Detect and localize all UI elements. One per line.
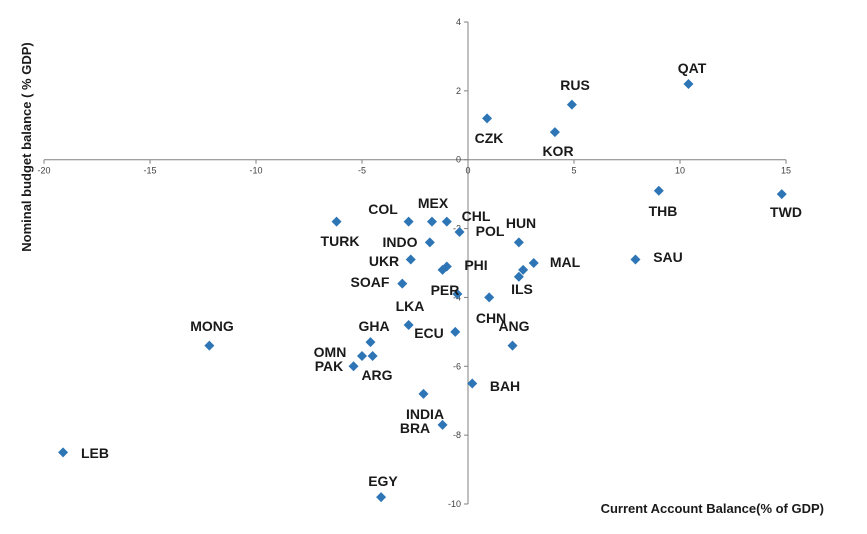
data-point (405, 254, 416, 265)
data-point (454, 227, 465, 238)
point-label: LKA (396, 298, 425, 314)
point-label: COL (368, 201, 398, 217)
data-point (365, 337, 376, 348)
point-label: UKR (369, 253, 399, 269)
point-label: ANG (498, 318, 529, 334)
data-point (331, 216, 342, 227)
data-point (513, 237, 524, 248)
x-tick-label: 5 (571, 166, 576, 176)
point-label: OMN (314, 344, 347, 360)
data-point (467, 378, 478, 389)
y-tick-label: 4 (456, 17, 461, 27)
point-label: MONG (190, 318, 234, 334)
point-label: BAH (490, 378, 520, 394)
point-label: INDO (383, 234, 418, 250)
point-label: POL (476, 223, 505, 239)
data-point (507, 340, 518, 351)
x-tick-label: -5 (358, 166, 366, 176)
point-label: MEX (418, 195, 449, 211)
data-point (403, 319, 414, 330)
x-tick-label: -20 (37, 166, 50, 176)
data-point (367, 350, 378, 361)
data-point (437, 419, 448, 430)
data-point (566, 99, 577, 110)
point-label: SOAF (351, 274, 390, 290)
data-point (450, 326, 461, 337)
point-label: CHN (476, 310, 506, 326)
data-point (484, 292, 495, 303)
y-axis-title: Nominal budget balance ( % GDP) (19, 42, 34, 251)
point-label: RUS (560, 77, 590, 93)
data-point (549, 127, 560, 138)
point-label: MAL (550, 254, 581, 270)
data-point (630, 254, 641, 265)
data-point (452, 288, 463, 299)
x-tick-label: 10 (675, 166, 685, 176)
point-label: ARG (361, 367, 392, 383)
data-point (437, 264, 448, 275)
x-tick-label: 15 (781, 166, 791, 176)
point-label: CZK (475, 130, 504, 146)
y-tick-label: 0 (456, 155, 461, 165)
data-point (357, 350, 367, 361)
x-tick-label: -15 (143, 166, 156, 176)
point-label: ILS (511, 281, 533, 297)
y-tick-label: -10 (448, 499, 461, 509)
data-point (513, 271, 524, 282)
data-point (424, 237, 435, 248)
y-tick-label: -2 (453, 224, 461, 234)
data-point (683, 78, 694, 89)
data-point (376, 492, 387, 503)
point-label: PAK (315, 358, 344, 374)
point-label: QAT (678, 60, 707, 76)
x-tick-label: 0 (465, 166, 470, 176)
data-point (441, 216, 452, 227)
data-point (397, 278, 408, 289)
data-point (204, 340, 215, 351)
point-label: TURK (321, 233, 360, 249)
data-point (776, 189, 787, 200)
point-label: LEB (81, 445, 109, 461)
point-label: HUN (506, 215, 536, 231)
point-label: INDIA (406, 406, 444, 422)
data-point (403, 216, 414, 227)
point-label: TWD (770, 204, 802, 220)
point-label: SAU (653, 249, 683, 265)
point-label: EGY (368, 473, 398, 489)
point-label: BRA (400, 420, 430, 436)
data-point (528, 258, 539, 268)
data-point (653, 185, 664, 196)
point-label: KOR (542, 143, 573, 159)
point-label: THB (649, 203, 678, 219)
point-label: GHA (358, 318, 389, 334)
data-point (482, 113, 493, 124)
x-tick-label: -10 (249, 166, 262, 176)
y-tick-label: -6 (453, 361, 461, 371)
point-label: ECU (414, 325, 444, 341)
y-tick-label: 2 (456, 86, 461, 96)
data-point (348, 361, 359, 372)
data-point (58, 447, 69, 458)
x-axis-title: Current Account Balance(% of GDP) (601, 501, 824, 516)
point-label: PHI (464, 257, 487, 273)
y-tick-label: -8 (453, 430, 461, 440)
point-label: CHL (462, 208, 491, 224)
data-points (58, 78, 787, 503)
data-point (518, 264, 529, 275)
point-label: PER (431, 282, 460, 298)
data-point (418, 388, 429, 399)
data-point (426, 216, 437, 227)
